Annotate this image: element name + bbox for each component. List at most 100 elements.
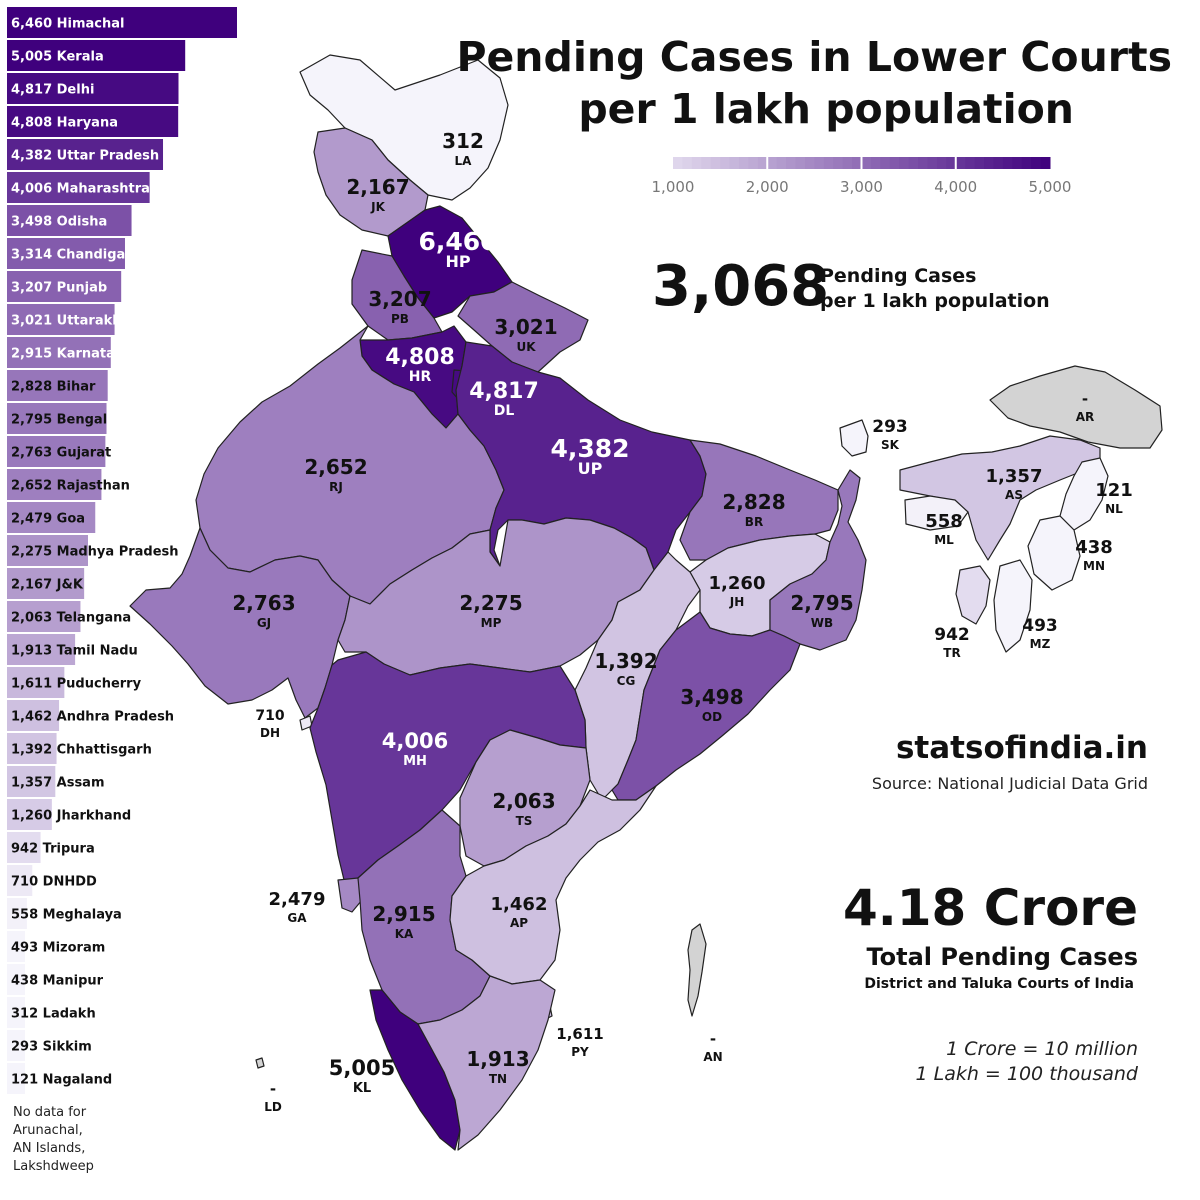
region-code-label: JK xyxy=(370,200,385,214)
legend-swatch xyxy=(965,157,976,169)
bar-goa xyxy=(7,502,96,533)
region-value-label: 2,479 xyxy=(269,889,326,910)
bar-dnhdd xyxy=(7,865,33,896)
bar-haryana xyxy=(7,106,179,137)
bar-label: 493 Mizoram xyxy=(11,941,105,956)
region-code-label: SK xyxy=(881,438,900,452)
bar-label: 558 Meghalaya xyxy=(11,908,122,923)
bar-tripura xyxy=(7,832,41,863)
bar-nagaland xyxy=(7,1063,25,1094)
bar-chandigarh xyxy=(7,238,125,269)
total-pending-label: Total Pending Cases xyxy=(866,943,1138,971)
bar-uttar-pradesh xyxy=(7,139,164,170)
bar-tamil-nadu xyxy=(7,634,76,665)
region-value-label: - xyxy=(270,1080,276,1098)
lakh-conversion-note: 1 Lakh = 100 thousand xyxy=(915,1063,1138,1085)
legend-swatch xyxy=(786,157,797,169)
region-value-label: 2,915 xyxy=(372,902,435,926)
bar-label: 4,808 Haryana xyxy=(11,116,118,131)
region-code-label: GJ xyxy=(257,616,271,630)
legend-tick-label: 3,000 xyxy=(840,178,883,196)
no-data-note-line: Lakshdweep xyxy=(13,1159,94,1174)
region-value-label: 438 xyxy=(1075,537,1113,558)
bar-manipur xyxy=(7,964,25,995)
bar-delhi xyxy=(7,73,179,104)
region-code-label: LA xyxy=(455,154,473,168)
region-code-label: WB xyxy=(811,616,833,630)
total-pending-sublabel: District and Taluka Courts of India xyxy=(864,976,1134,992)
region-value-label: 1,392 xyxy=(594,649,657,673)
region-code-label: ML xyxy=(934,533,954,547)
bar-bengal xyxy=(7,403,107,434)
region-value-label: 1,260 xyxy=(709,573,766,594)
region-sk xyxy=(839,419,869,457)
region-code-label: TR xyxy=(943,646,960,660)
region-code-label: CG xyxy=(617,674,636,688)
bar-rajasthan xyxy=(7,469,102,500)
bar-label: 2,275 Madhya Pradesh xyxy=(11,545,179,560)
region-gj xyxy=(129,527,351,719)
region-code-label: PB xyxy=(391,312,409,326)
region-code-label: GA xyxy=(287,911,307,925)
region-value-label: 3,207 xyxy=(368,287,431,311)
region-code-label: PY xyxy=(571,1045,589,1059)
region-value-label: 293 xyxy=(872,417,908,437)
region-tn xyxy=(417,975,556,1151)
bar-label: 1,392 Chhattisgarh xyxy=(11,743,152,758)
brand-name: statsofindia.in xyxy=(895,730,1148,766)
region-code-label: DL xyxy=(494,403,515,419)
region-code-label: AS xyxy=(1005,488,1023,502)
legend-tick-label: 2,000 xyxy=(746,178,789,196)
legend-swatch xyxy=(899,157,910,169)
bar-himachal xyxy=(7,7,237,38)
region-mn xyxy=(1027,515,1081,591)
region-value-label: 5,005 xyxy=(329,1056,395,1080)
region-code-label: UP xyxy=(578,459,603,478)
region-ld xyxy=(255,1057,265,1069)
bar-label: 293 Sikkim xyxy=(11,1040,92,1055)
region-uk xyxy=(457,281,589,373)
region-ml xyxy=(904,495,969,531)
bar-label: 2,795 Bengal xyxy=(11,413,107,428)
bar-mizoram xyxy=(7,931,25,962)
legend-swatch xyxy=(946,157,957,169)
legend-swatch xyxy=(918,157,928,169)
bar-label: 2,915 Karnataka xyxy=(11,347,132,362)
legend-swatch xyxy=(691,157,702,169)
region-value-label: 4,382 xyxy=(550,434,629,463)
region-value-label: 121 xyxy=(1095,480,1133,501)
legend-swatch xyxy=(861,157,872,169)
legend-swatch xyxy=(955,157,966,169)
legend-swatch xyxy=(870,157,881,169)
region-value-label: 4,817 xyxy=(469,379,539,404)
legend-swatch xyxy=(993,157,1004,169)
chart-subtitle: per 1 lakh population xyxy=(578,85,1074,133)
legend-swatch xyxy=(984,157,994,169)
region-value-label: 493 xyxy=(1022,616,1058,636)
region-value-label: 2,795 xyxy=(790,591,853,615)
legend-swatch xyxy=(936,157,947,169)
region-code-label: TS xyxy=(516,814,533,828)
bar-telangana xyxy=(7,601,81,632)
region-code-label: LD xyxy=(264,1100,282,1114)
bar-label: 1,260 Jharkhand xyxy=(11,809,131,824)
no-data-note-line: AN Islands, xyxy=(13,1141,86,1156)
no-data-note-line: No data for xyxy=(13,1105,87,1120)
bar-label: 1,611 Puducherry xyxy=(11,677,142,692)
legend-swatch xyxy=(757,157,768,169)
region-value-label: 1,611 xyxy=(556,1025,603,1043)
bar-j-k xyxy=(7,568,85,599)
region-code-label: AR xyxy=(1076,410,1095,424)
national-average-sublabel: per 1 lakh population xyxy=(820,290,1050,312)
region-code-label: RJ xyxy=(329,480,343,494)
region-code-label: OD xyxy=(702,710,722,724)
region-code-label: JH xyxy=(729,595,745,609)
region-ar xyxy=(989,365,1163,449)
bar-label: 3,314 Chandigarh xyxy=(11,248,141,263)
bar-punjab xyxy=(7,271,122,302)
bar-label: 4,817 Delhi xyxy=(11,83,94,98)
legend-swatch xyxy=(748,157,759,169)
region-code-label: NL xyxy=(1105,502,1123,516)
legend-tick-label: 4,000 xyxy=(934,178,977,196)
